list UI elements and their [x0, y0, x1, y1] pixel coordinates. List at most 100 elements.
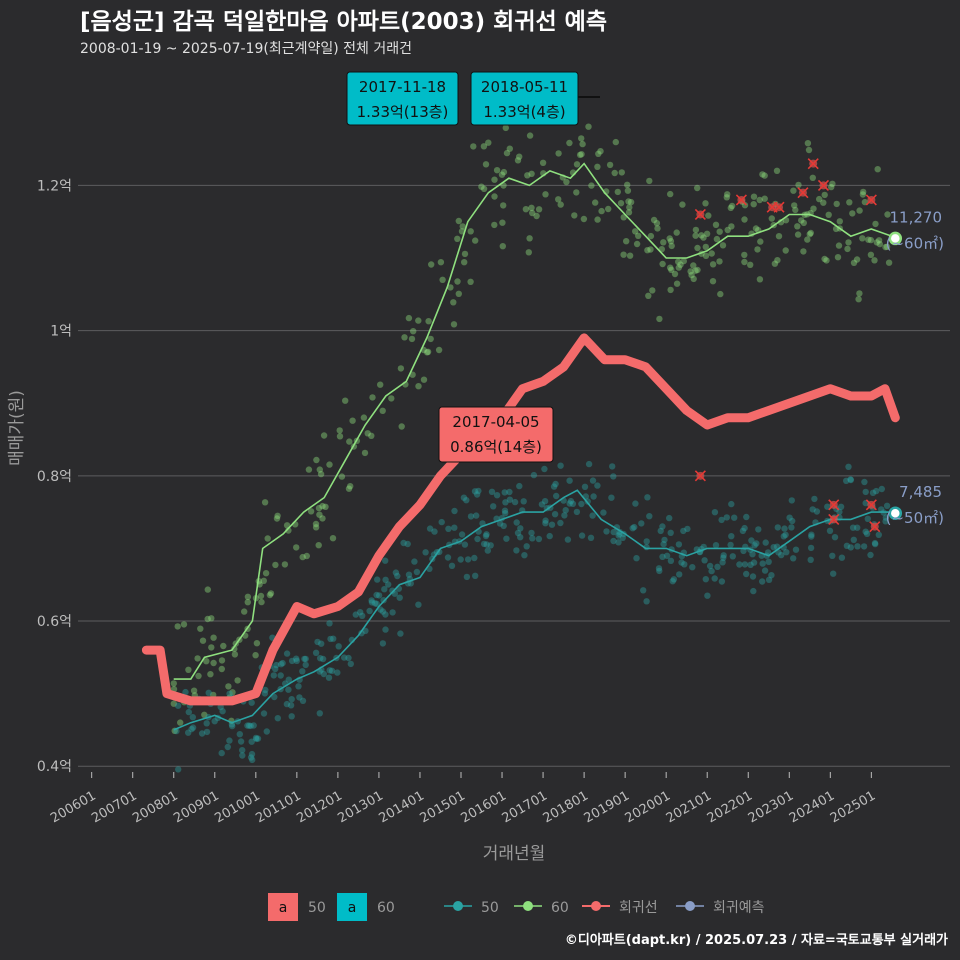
trade-point [471, 554, 478, 562]
trade-point [199, 637, 207, 644]
trade-point [487, 542, 494, 549]
trade-point [716, 228, 723, 235]
trade-point [506, 145, 513, 152]
forecast-point-50 [888, 506, 903, 520]
trade-point [673, 280, 681, 287]
trade-point [872, 540, 879, 548]
trade-point [461, 250, 469, 258]
trade-point [258, 598, 265, 606]
chart-title: [음성군] 감곡 덕일한마음 아파트(2003) 회귀선 예측 [80, 9, 607, 35]
trade-point [517, 525, 524, 532]
trade-point [500, 522, 507, 530]
trade-point [859, 235, 866, 242]
trade-point [609, 463, 616, 470]
trade-point [821, 255, 828, 263]
line-series-50 [173, 489, 892, 731]
trade-point [293, 655, 300, 662]
trade-point [361, 449, 369, 457]
trade-point [627, 198, 635, 206]
trade-point [535, 535, 543, 543]
trade-point [826, 527, 834, 534]
trade-point [804, 140, 812, 147]
trade-point [700, 234, 707, 241]
trade-point [632, 500, 639, 507]
trade-point [451, 507, 458, 515]
trade-point [445, 525, 452, 532]
x-tick-label: 202501 [828, 788, 878, 826]
trade-point [571, 212, 578, 219]
trade-point [480, 143, 488, 150]
trade-point [646, 177, 653, 185]
trade-point [569, 500, 577, 507]
trade-point [807, 556, 814, 563]
trade-point [615, 532, 622, 539]
trade-point [552, 480, 559, 488]
trade-point [203, 728, 211, 736]
trade-point [594, 482, 601, 489]
trade-point [541, 465, 548, 473]
trade-point [420, 376, 428, 383]
trade-point [761, 195, 768, 202]
annotation-date: 2018-05-11 [481, 78, 568, 96]
trade-point [782, 247, 789, 254]
trade-point [860, 543, 868, 550]
legend-swatch-60-letter: a [348, 900, 357, 916]
trade-point [741, 524, 748, 532]
trade-point [210, 634, 217, 641]
legend-line-50-dot [453, 901, 463, 911]
trade-point [229, 689, 236, 696]
trade-point [717, 290, 724, 298]
trade-point [740, 547, 747, 555]
trade-point [794, 231, 802, 238]
trade-point [563, 178, 570, 186]
x-tick-label: 201401 [376, 788, 426, 826]
legend-swatch-60 [337, 893, 367, 921]
trade-point [618, 169, 625, 176]
trade-point [824, 503, 831, 510]
trade-point [633, 240, 641, 248]
trade-point [413, 568, 421, 576]
trade-point [679, 201, 686, 208]
source-caption: ©디아파트(dapt.kr) / 2025.07.23 / 자료=국토교통부 실… [564, 933, 948, 948]
trade-point [451, 524, 458, 531]
trade-point [859, 191, 867, 198]
trade-point [501, 489, 508, 496]
x-tick-label: 201701 [500, 788, 550, 826]
trade-point [525, 249, 532, 256]
trade-point [718, 516, 725, 524]
trade-point [585, 123, 592, 130]
trade-point [437, 259, 445, 266]
trade-point [244, 593, 252, 600]
trade-point [741, 251, 748, 259]
trade-point [281, 561, 289, 568]
trade-point [478, 183, 485, 190]
trade-point [579, 140, 586, 148]
trade-point [610, 473, 617, 480]
trade-point [319, 515, 326, 522]
trade-point [231, 645, 238, 653]
trade-point [423, 349, 431, 356]
x-tick-label: 201201 [294, 788, 344, 826]
trade-point [426, 525, 434, 532]
trade-point [592, 199, 599, 206]
trade-point [702, 576, 709, 583]
trade-point [369, 394, 376, 401]
trade-point [759, 171, 766, 178]
trade-point [709, 261, 717, 268]
trade-point [546, 532, 553, 540]
trade-point [838, 554, 846, 561]
trade-point [632, 228, 639, 235]
trade-point [755, 526, 762, 533]
trade-point [724, 191, 731, 198]
trade-point [561, 512, 568, 519]
trade-point [791, 202, 798, 209]
trade-point [836, 508, 843, 516]
trade-point [748, 537, 755, 544]
trade-point [875, 531, 882, 538]
trade-point [567, 497, 575, 505]
trade-point [566, 477, 573, 484]
trade-point [257, 592, 265, 600]
trade-point [397, 365, 405, 372]
trade-point [438, 518, 445, 526]
trade-point [555, 150, 562, 157]
